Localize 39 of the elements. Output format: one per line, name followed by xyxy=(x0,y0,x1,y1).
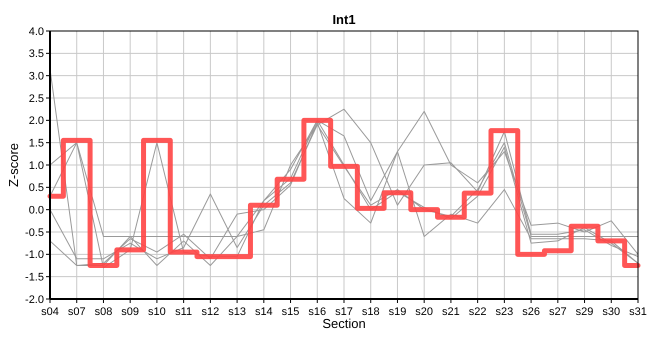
x-tick-label: s04 xyxy=(41,306,59,318)
x-tick-label: s30 xyxy=(602,306,620,318)
y-tick-label: 2.0 xyxy=(28,115,44,128)
x-tick-label: s13 xyxy=(228,306,246,318)
y-tick-label: -1.0 xyxy=(25,249,44,262)
x-tick-label: s22 xyxy=(468,306,487,318)
x-tick-label: s18 xyxy=(362,306,380,318)
x-tick-label: s12 xyxy=(201,306,220,318)
x-tick-label: s10 xyxy=(148,306,166,318)
x-tick-label: s19 xyxy=(388,306,406,318)
x-tick-label: s11 xyxy=(175,306,192,318)
y-tick-label: -2.0 xyxy=(25,294,44,306)
y-tick-label: 3.5 xyxy=(28,48,44,60)
x-tick-label: s29 xyxy=(576,306,594,318)
y-tick-label: 0.5 xyxy=(28,182,44,194)
y-tick-label: 2.5 xyxy=(28,92,44,105)
y-tick-label: 4.0 xyxy=(28,26,44,38)
chart-title: Int1 xyxy=(332,12,356,27)
y-tick-label: -1.5 xyxy=(25,272,44,284)
x-tick-label: s31 xyxy=(629,306,647,318)
x-tick-label: s27 xyxy=(548,306,567,318)
x-tick-label: s21 xyxy=(442,306,460,318)
x-tick-label: s17 xyxy=(335,306,353,318)
x-tick-label: s23 xyxy=(495,306,514,318)
x-axis-title: Section xyxy=(322,316,366,331)
x-tick-label: s08 xyxy=(94,306,112,318)
x-tick-label: s07 xyxy=(68,306,86,318)
x-tick-label: s15 xyxy=(282,306,300,318)
y-tick-label: 1.5 xyxy=(28,138,44,150)
y-tick-label: 0.0 xyxy=(28,204,44,217)
x-tick-label: s14 xyxy=(254,306,273,318)
x-tick-label: s20 xyxy=(415,306,434,318)
y-tick-label: 1.0 xyxy=(28,160,44,172)
y-axis-title: Z-score xyxy=(6,142,21,188)
x-tick-label: s16 xyxy=(308,306,326,318)
y-tick-label: -0.5 xyxy=(25,226,44,239)
x-tick-label: s09 xyxy=(121,306,140,318)
y-tick-label: 3.0 xyxy=(28,70,44,83)
x-tick-label: s26 xyxy=(522,306,540,318)
